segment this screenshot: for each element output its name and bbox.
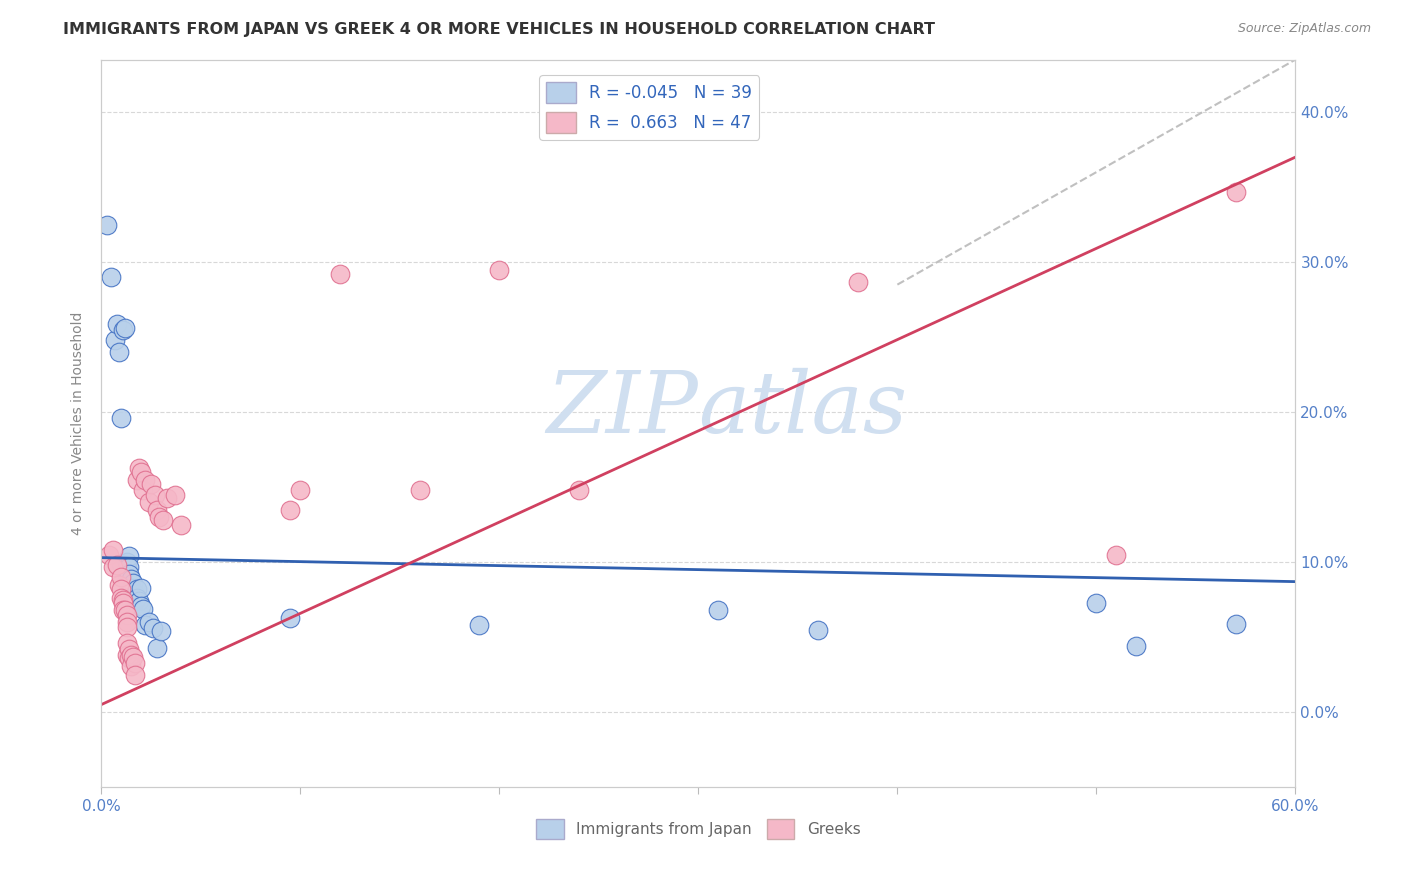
Point — [807, 623, 830, 637]
Point — [120, 658, 142, 673]
Point — [104, 333, 127, 347]
Point — [112, 603, 135, 617]
Point — [152, 513, 174, 527]
Point — [112, 592, 135, 607]
Point — [125, 582, 148, 596]
Point — [118, 651, 141, 665]
Point — [101, 559, 124, 574]
Text: ZIP: ZIP — [547, 368, 699, 450]
Point — [468, 618, 491, 632]
Point — [105, 317, 128, 331]
Point — [110, 582, 132, 596]
Point — [278, 610, 301, 624]
Point — [170, 517, 193, 532]
Point — [129, 581, 152, 595]
Point — [108, 345, 131, 359]
Point — [132, 483, 155, 497]
Point — [120, 572, 142, 586]
Point — [163, 488, 186, 502]
Text: IMMIGRANTS FROM JAPAN VS GREEK 4 OR MORE VEHICLES IN HOUSEHOLD CORRELATION CHART: IMMIGRANTS FROM JAPAN VS GREEK 4 OR MORE… — [63, 22, 935, 37]
Point — [112, 596, 135, 610]
Point — [707, 603, 730, 617]
Point — [138, 495, 160, 509]
Point — [125, 473, 148, 487]
Point — [129, 599, 152, 613]
Point — [110, 570, 132, 584]
Point — [124, 594, 146, 608]
Y-axis label: 4 or more Vehicles in Household: 4 or more Vehicles in Household — [72, 311, 86, 535]
Point — [290, 483, 312, 497]
Point — [115, 572, 138, 586]
Point — [122, 649, 145, 664]
Point — [122, 576, 145, 591]
Point — [1125, 639, 1147, 653]
Point — [1085, 596, 1108, 610]
Point — [143, 488, 166, 502]
Point — [101, 543, 124, 558]
Point — [128, 460, 150, 475]
Point — [149, 624, 172, 639]
Point — [139, 477, 162, 491]
Point — [98, 548, 121, 562]
Point — [120, 581, 142, 595]
Text: Source: ZipAtlas.com: Source: ZipAtlas.com — [1237, 22, 1371, 36]
Point — [146, 502, 169, 516]
Point — [105, 558, 128, 573]
Legend: Immigrants from Japan, Greeks: Immigrants from Japan, Greeks — [530, 814, 866, 845]
Point — [115, 555, 138, 569]
Point — [118, 642, 141, 657]
Point — [132, 601, 155, 615]
Point — [129, 465, 152, 479]
Point — [112, 323, 135, 337]
Point — [134, 618, 156, 632]
Point — [118, 549, 141, 563]
Point — [114, 321, 136, 335]
Point — [1225, 616, 1247, 631]
Point — [124, 656, 146, 670]
Point — [128, 594, 150, 608]
Point — [100, 270, 122, 285]
Point — [124, 667, 146, 681]
Point — [115, 648, 138, 662]
Point — [156, 491, 179, 505]
Point — [110, 411, 132, 425]
Point — [108, 577, 131, 591]
Point — [278, 502, 301, 516]
Point — [115, 615, 138, 629]
Point — [118, 567, 141, 582]
Point — [1225, 185, 1247, 199]
Point — [1105, 548, 1128, 562]
Point — [96, 218, 118, 232]
Point — [329, 267, 352, 281]
Point — [115, 636, 138, 650]
Point — [122, 588, 145, 602]
Point — [110, 591, 132, 606]
Point — [124, 587, 146, 601]
Point — [138, 615, 160, 629]
Point — [120, 648, 142, 662]
Point — [142, 621, 165, 635]
Point — [134, 473, 156, 487]
Point — [115, 620, 138, 634]
Point — [146, 640, 169, 655]
Point — [148, 510, 170, 524]
Point — [568, 483, 591, 497]
Text: atlas: atlas — [699, 368, 907, 450]
Point — [114, 603, 136, 617]
Point — [110, 557, 132, 571]
Point — [125, 591, 148, 606]
Point — [115, 561, 138, 575]
Point — [846, 275, 869, 289]
Point — [118, 559, 141, 574]
Point — [488, 262, 510, 277]
Point — [408, 483, 430, 497]
Point — [115, 607, 138, 622]
